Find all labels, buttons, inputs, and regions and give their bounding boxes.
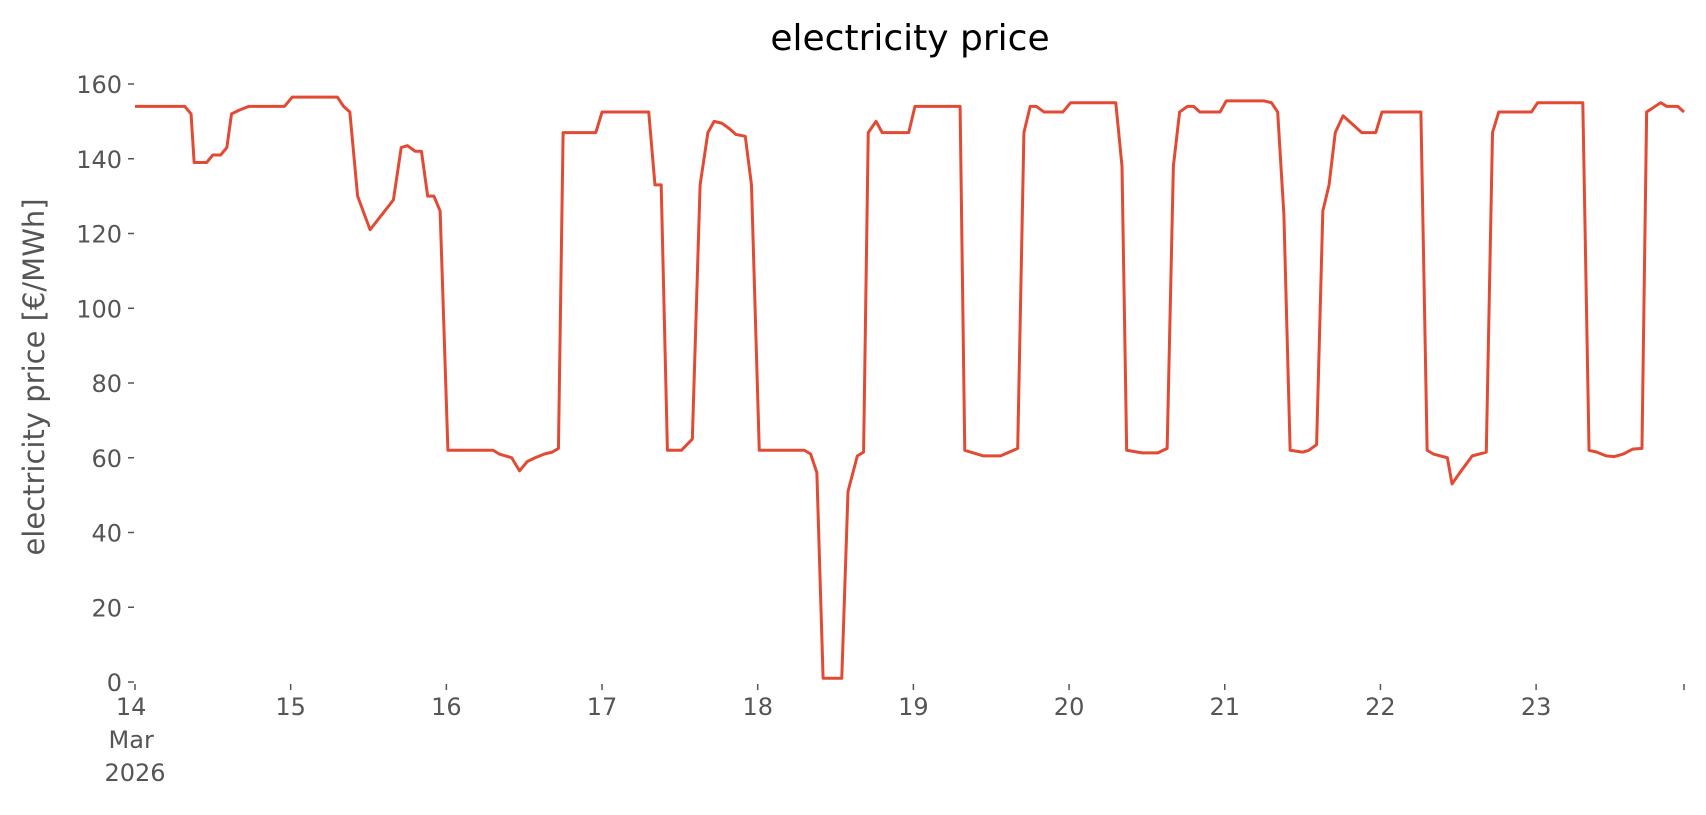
y-tick-label: 140: [76, 146, 122, 174]
x-tick-label: 16: [431, 693, 462, 721]
x-tick-label: 22: [1365, 693, 1396, 721]
x-tick-label: 21: [1209, 693, 1240, 721]
y-tick-label: 160: [76, 71, 122, 99]
y-axis-label: electricity price [€/MWh]: [17, 198, 51, 555]
y-tick-label: 20: [91, 594, 122, 622]
y-tick-label: 120: [76, 221, 122, 249]
x-tick-label: 15: [275, 693, 306, 721]
y-tick-label: 80: [91, 370, 122, 398]
chart-title: electricity price: [770, 18, 1049, 59]
x-tick-label: 20: [1054, 693, 1085, 721]
x-tick-label-line: 14: [116, 693, 154, 721]
x-tick-label: 19: [898, 693, 929, 721]
y-tick-label: 0: [107, 669, 122, 697]
x-tick-label-line: Mar: [109, 726, 162, 754]
x-tick-label: 18: [742, 693, 773, 721]
x-tick-label-line: 2026: [104, 759, 165, 787]
x-tick-label: 23: [1521, 693, 1552, 721]
x-tick-label: 14 Mar 2026: [104, 693, 165, 787]
y-tick-label: 60: [91, 445, 122, 473]
y-tick-label: 100: [76, 295, 122, 323]
y-tick-label: 40: [91, 520, 122, 548]
x-tick-label: 17: [587, 693, 618, 721]
line-series: [135, 95, 1686, 680]
